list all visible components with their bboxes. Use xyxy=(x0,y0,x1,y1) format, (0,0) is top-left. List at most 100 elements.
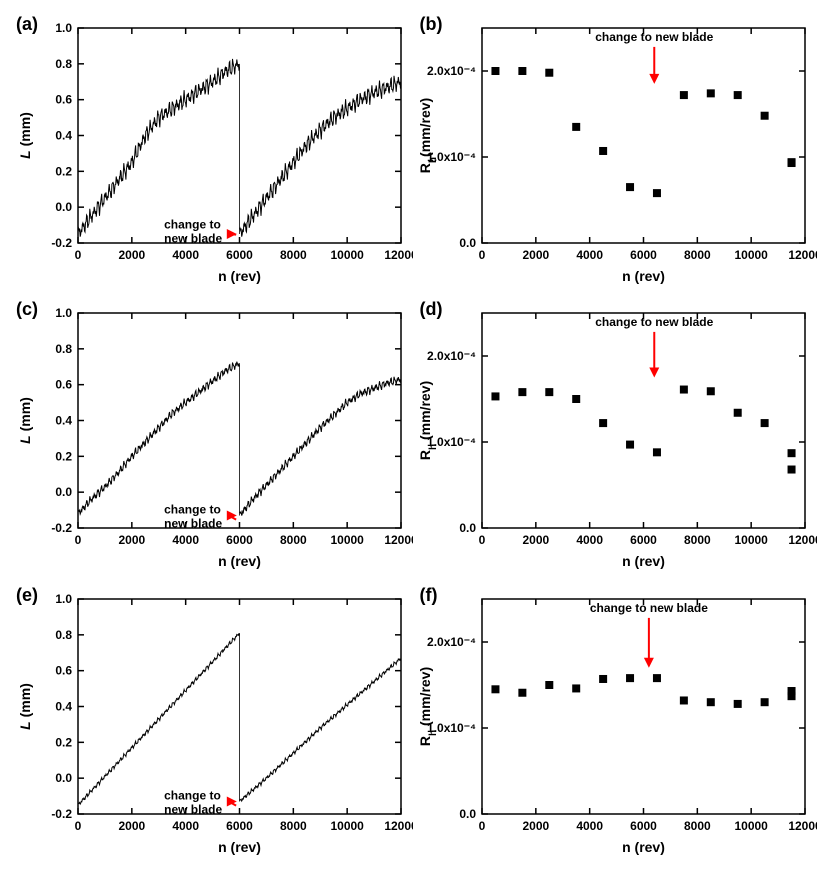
svg-text:6000: 6000 xyxy=(630,819,657,833)
svg-text:change to new blade: change to new blade xyxy=(595,315,713,329)
svg-text:1.0: 1.0 xyxy=(55,592,72,606)
svg-text:10000: 10000 xyxy=(330,248,364,262)
svg-text:n (rev): n (rev) xyxy=(622,268,665,284)
svg-text:2000: 2000 xyxy=(522,819,549,833)
svg-text:8000: 8000 xyxy=(280,248,307,262)
svg-text:12000: 12000 xyxy=(384,248,413,262)
svg-text:Rh (mm/rev): Rh (mm/rev) xyxy=(417,381,439,460)
svg-text:change to new blade: change to new blade xyxy=(589,601,707,615)
svg-text:0: 0 xyxy=(75,248,82,262)
svg-text:0.0: 0.0 xyxy=(459,807,476,821)
svg-text:0.0: 0.0 xyxy=(55,771,72,785)
panel-d-label: (d) xyxy=(420,299,443,320)
svg-text:0.4: 0.4 xyxy=(55,699,72,713)
panel-b-label: (b) xyxy=(420,14,443,35)
svg-text:0.2: 0.2 xyxy=(55,164,72,178)
svg-text:12000: 12000 xyxy=(384,819,413,833)
svg-text:n (rev): n (rev) xyxy=(218,268,261,284)
panel-b-svg: change to new blade 0 2000 4000 6000 8000 1000… xyxy=(414,10,817,295)
svg-text:2000: 2000 xyxy=(118,819,145,833)
svg-text:n (rev): n (rev) xyxy=(218,839,261,855)
svg-text:change tonew blade: change tonew blade xyxy=(164,788,222,816)
svg-text:0.0: 0.0 xyxy=(459,236,476,250)
svg-text:L (mm): L (mm) xyxy=(17,397,33,444)
svg-text:n (rev): n (rev) xyxy=(622,553,665,569)
svg-text:2.0x10⁻⁴: 2.0x10⁻⁴ xyxy=(427,349,476,363)
svg-text:10000: 10000 xyxy=(330,819,364,833)
svg-text:6000: 6000 xyxy=(226,248,253,262)
svg-text:12000: 12000 xyxy=(384,533,413,547)
svg-text:0: 0 xyxy=(478,533,485,547)
svg-text:4000: 4000 xyxy=(172,819,199,833)
panel-c-label: (c) xyxy=(16,299,38,320)
svg-text:4000: 4000 xyxy=(576,248,603,262)
panel-d-svg: change to new blade020004000600080001000… xyxy=(414,295,817,580)
svg-text:change to new blade: change to new blade xyxy=(595,30,713,44)
svg-text:L (mm): L (mm) xyxy=(17,112,33,159)
panel-c: (c) change tonew blade 0 2000 4000 6000 8000 1… xyxy=(10,295,414,580)
svg-text:8000: 8000 xyxy=(683,819,710,833)
panel-d: (d) change to new blade02000400060008000… xyxy=(414,295,818,580)
svg-text:-0.2: -0.2 xyxy=(51,521,72,535)
svg-text:4000: 4000 xyxy=(172,533,199,547)
svg-text:change tonew blade: change tonew blade xyxy=(164,218,222,246)
svg-text:0.8: 0.8 xyxy=(55,57,72,71)
svg-text:0.4: 0.4 xyxy=(55,129,72,143)
svg-text:10000: 10000 xyxy=(734,533,768,547)
svg-text:Rh (mm/rev): Rh (mm/rev) xyxy=(417,667,439,746)
panel-e: (e) change tonew blade 0 2000 4000 6000 8000 1… xyxy=(10,581,414,866)
svg-text:0.8: 0.8 xyxy=(55,342,72,356)
svg-text:4000: 4000 xyxy=(576,819,603,833)
svg-text:2000: 2000 xyxy=(118,533,145,547)
panel-f: (f) change to new blade 0 2000 4000 6000 8000… xyxy=(414,581,818,866)
svg-text:12000: 12000 xyxy=(788,248,817,262)
svg-text:0: 0 xyxy=(478,248,485,262)
figure-grid: (a) change tonew blade 0 2000 4000 6000 8000 1… xyxy=(10,10,817,866)
panel-e-svg: change tonew blade 0 2000 4000 6000 8000 10000… xyxy=(10,581,413,866)
svg-text:n (rev): n (rev) xyxy=(622,839,665,855)
svg-text:Rh(mm/rev): Rh(mm/rev) xyxy=(417,98,439,173)
svg-text:0.6: 0.6 xyxy=(55,93,72,107)
svg-text:2.0x10⁻⁴: 2.0x10⁻⁴ xyxy=(427,635,476,649)
svg-text:0.8: 0.8 xyxy=(55,627,72,641)
svg-text:0.2: 0.2 xyxy=(55,450,72,464)
svg-text:10000: 10000 xyxy=(734,819,768,833)
panel-c-svg: change tonew blade 0 2000 4000 6000 8000 10000… xyxy=(10,295,413,580)
svg-text:2000: 2000 xyxy=(522,248,549,262)
svg-text:0: 0 xyxy=(478,819,485,833)
svg-text:6000: 6000 xyxy=(226,819,253,833)
panel-f-svg: change to new blade 0 2000 4000 6000 8000 1000… xyxy=(414,581,817,866)
svg-text:10000: 10000 xyxy=(330,533,364,547)
svg-text:8000: 8000 xyxy=(683,248,710,262)
panel-b: (b) change to new blade 0 2000 4000 6000 8000… xyxy=(414,10,818,295)
svg-text:6000: 6000 xyxy=(630,533,657,547)
svg-text:0.0: 0.0 xyxy=(459,521,476,535)
svg-text:2000: 2000 xyxy=(118,248,145,262)
svg-text:0: 0 xyxy=(75,819,82,833)
svg-text:8000: 8000 xyxy=(280,819,307,833)
svg-text:1.0: 1.0 xyxy=(55,21,72,35)
svg-text:2.0x10⁻⁴: 2.0x10⁻⁴ xyxy=(427,64,476,78)
svg-text:L (mm): L (mm) xyxy=(17,683,33,730)
svg-text:0.2: 0.2 xyxy=(55,735,72,749)
svg-text:2000: 2000 xyxy=(522,533,549,547)
svg-text:0.6: 0.6 xyxy=(55,378,72,392)
svg-text:0.0: 0.0 xyxy=(55,485,72,499)
panel-a-label: (a) xyxy=(16,14,38,35)
svg-text:6000: 6000 xyxy=(226,533,253,547)
panel-f-label: (f) xyxy=(420,585,438,606)
svg-text:0.4: 0.4 xyxy=(55,414,72,428)
panel-a-svg: change tonew blade 0 2000 4000 6000 8000 10000… xyxy=(10,10,413,295)
svg-text:change tonew blade: change tonew blade xyxy=(164,503,222,531)
svg-text:0.0: 0.0 xyxy=(55,200,72,214)
svg-text:4000: 4000 xyxy=(172,248,199,262)
svg-text:10000: 10000 xyxy=(734,248,768,262)
svg-text:-0.2: -0.2 xyxy=(51,807,72,821)
svg-text:4000: 4000 xyxy=(576,533,603,547)
svg-text:8000: 8000 xyxy=(280,533,307,547)
svg-text:0: 0 xyxy=(75,533,82,547)
svg-text:n (rev): n (rev) xyxy=(218,553,261,569)
svg-text:6000: 6000 xyxy=(630,248,657,262)
panel-e-label: (e) xyxy=(16,585,38,606)
svg-text:-0.2: -0.2 xyxy=(51,236,72,250)
